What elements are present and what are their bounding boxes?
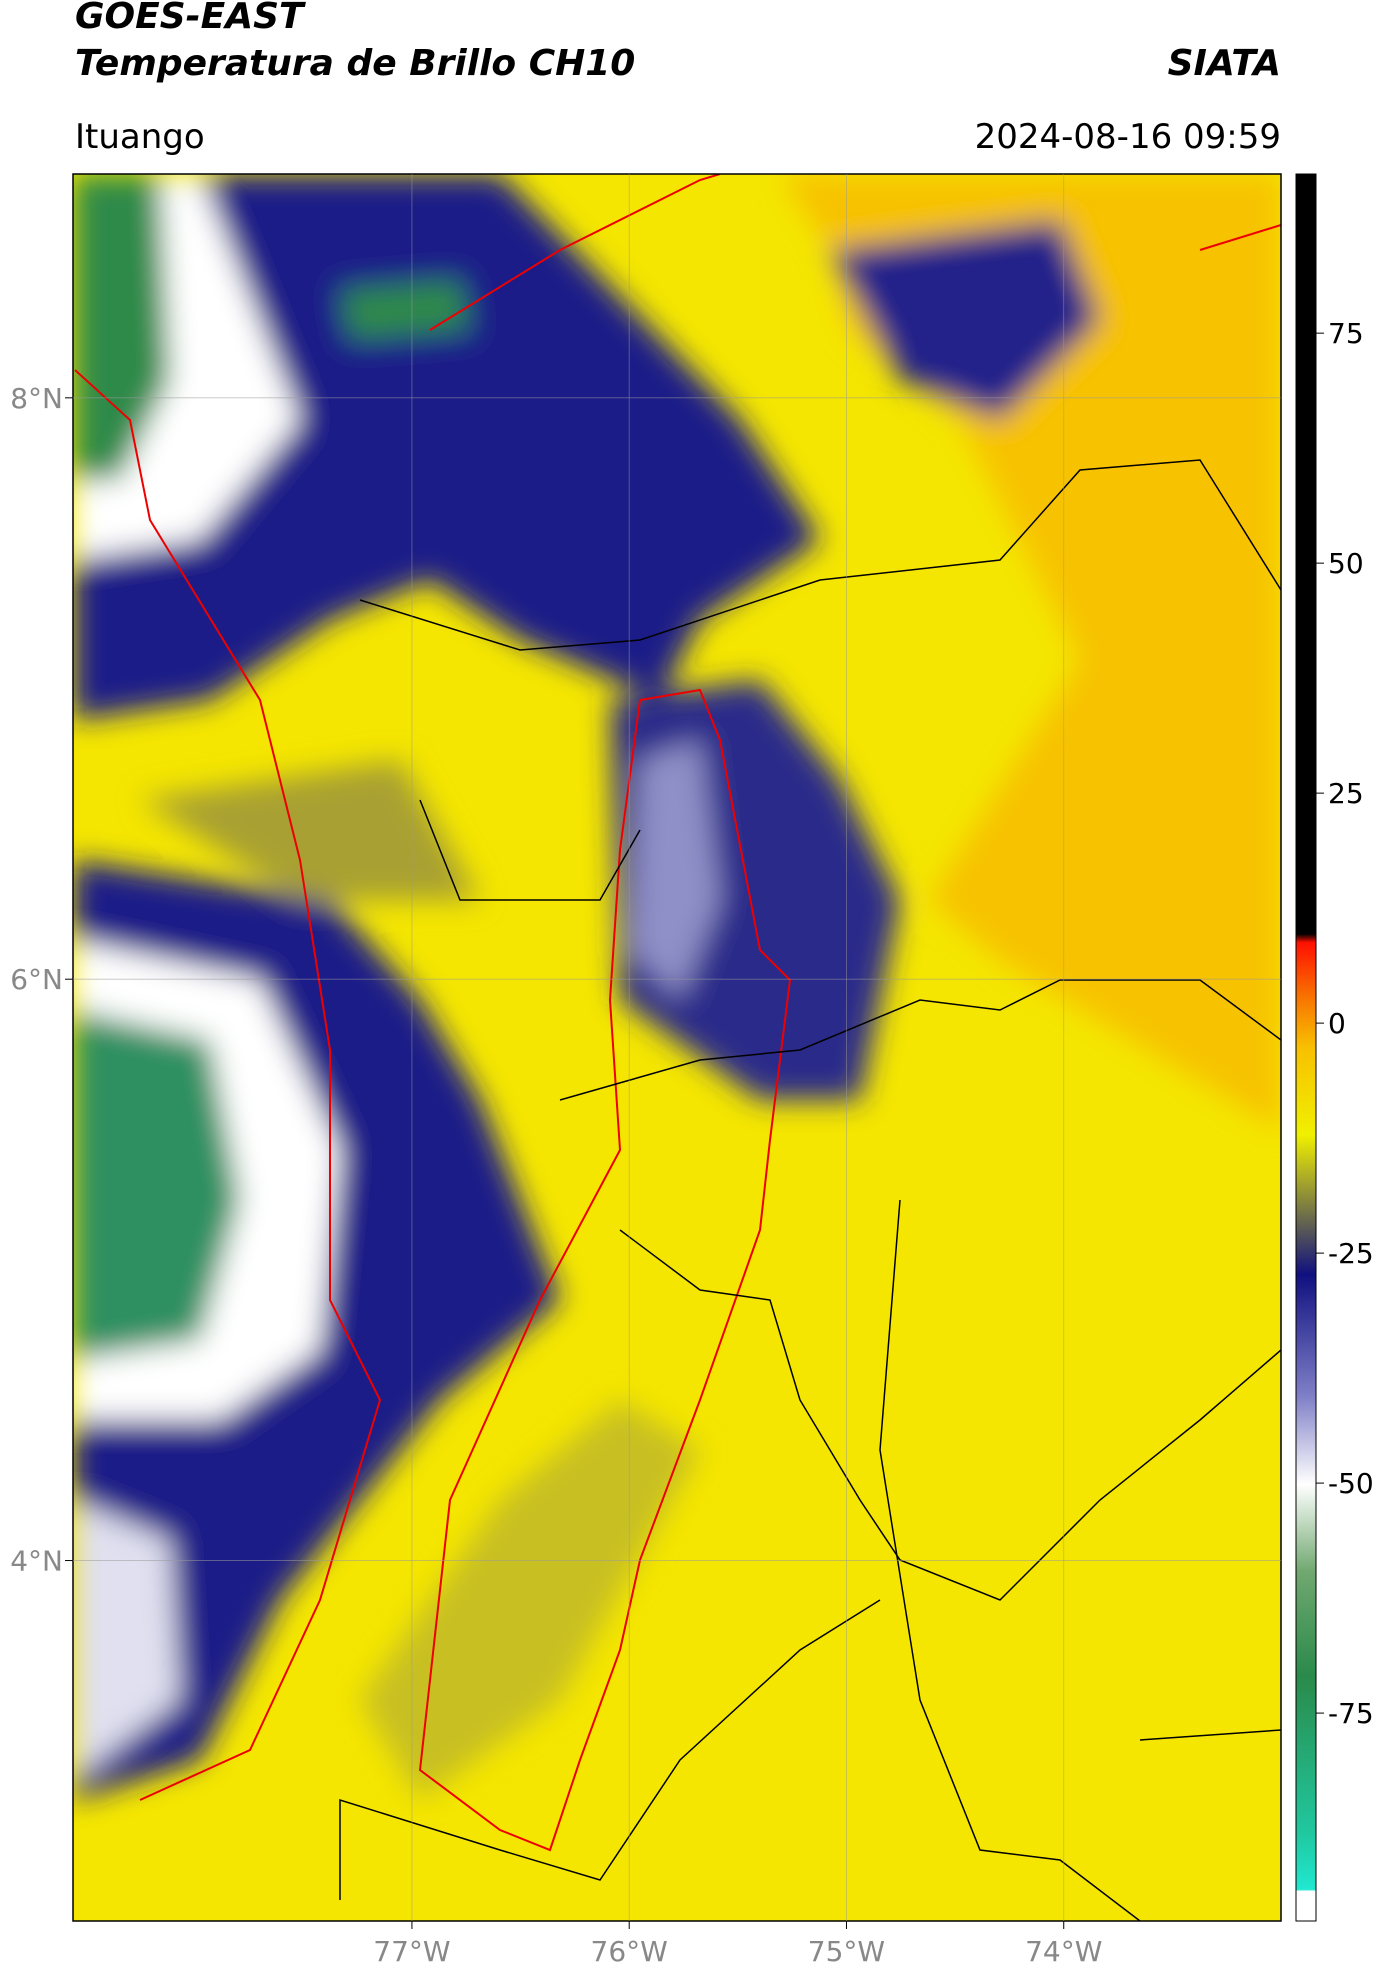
colorbar-tick-label: -50 [1328,1467,1374,1500]
y-tick-label: 4°N [10,1545,63,1578]
y-tick-label: 8°N [10,382,63,415]
map-frame [72,173,1282,1922]
title: GOES-EAST [75,0,306,37]
colorbar-tick-label: 25 [1328,777,1364,810]
x-tick-label: 77°W [373,1935,450,1968]
x-tick-label: 76°W [591,1935,668,1968]
subtitle: Temperatura de Brillo CH10 [75,43,635,84]
colorbar-tick-label: 50 [1328,547,1364,580]
source: SIATA [1168,43,1281,84]
datetime: 2024-08-16 09:59 [975,117,1281,157]
colorbar-tick-label: -25 [1328,1237,1374,1270]
colorbar-tick-label: -75 [1328,1697,1374,1730]
satellite-image [73,174,1281,1921]
x-tick-label: 75°W [808,1935,885,1968]
x-tick-label: 74°W [1025,1935,1102,1968]
colorbar-tick-label: 0 [1328,1007,1346,1040]
colorbar-tick-label: 75 [1328,317,1364,350]
colorbar [1295,173,1317,1922]
y-tick-label: 6°N [10,963,63,996]
location: Ituango [75,117,205,157]
